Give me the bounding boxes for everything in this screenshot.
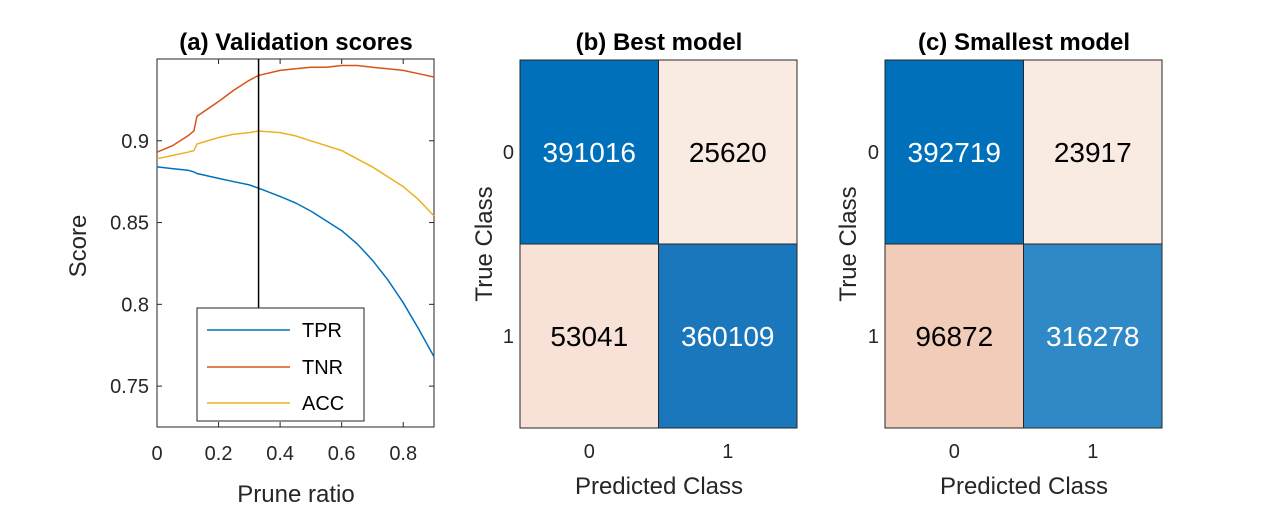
matrix-cell [519, 243, 659, 429]
legend-label-acc: ACC [302, 393, 344, 415]
y-tick-label: 0.75 [110, 376, 149, 398]
legend-label-tpr: TPR [302, 320, 342, 342]
panel-smallest-model: (c) Smallest model 392719 23917 96872 31627… [835, 29, 1163, 500]
y-axis-label: Score [65, 215, 92, 278]
x-tick-label: 0.2 [205, 443, 233, 465]
x-tick-label: 0 [584, 441, 595, 463]
x-tick-label: 0.4 [266, 443, 294, 465]
y-tick-label: 0.9 [121, 131, 149, 153]
x-tick-label: 0.8 [389, 443, 417, 465]
matrix-cell [658, 243, 798, 429]
x-tick-label: 1 [1087, 441, 1098, 463]
series-line-acc [156, 130, 435, 217]
x-tick-label: 0 [949, 441, 960, 463]
matrix-cell [884, 243, 1024, 429]
panel-best-model: (b) Best model 391016 25620 53041 360109 0 1 0… [471, 29, 798, 500]
cell-value: 316278 [1046, 321, 1139, 352]
legend-label-tnr: TNR [302, 357, 343, 379]
cell-value: 96872 [915, 321, 993, 352]
y-axis-label: True Class [835, 186, 862, 301]
x-tick-label: 0 [151, 443, 162, 465]
heatmap-grid: 391016 25620 53041 360109 0 1 0 1 [503, 59, 798, 463]
y-tick-label: 0.85 [110, 213, 149, 235]
cell-value: 53041 [550, 321, 628, 352]
y-tick-label: 0 [868, 142, 879, 164]
chart-title: (a) Validation scores [179, 29, 412, 56]
matrix-cell [519, 59, 659, 245]
cell-value: 23917 [1054, 137, 1132, 168]
y-tick-label: 0.8 [121, 294, 149, 316]
cell-value: 25620 [689, 137, 767, 168]
cell-value: 392719 [908, 137, 1001, 168]
series-line-tnr [156, 64, 435, 153]
cell-value: 391016 [543, 137, 636, 168]
chart-title: (b) Best model [576, 29, 743, 56]
y-tick-label: 1 [503, 326, 514, 348]
x-tick-label: 1 [722, 441, 733, 463]
matrix-cell [658, 59, 798, 245]
y-tick-label: 1 [868, 326, 879, 348]
x-axis-label: Predicted Class [940, 473, 1108, 500]
axes-box [156, 58, 435, 428]
x-axis-label: Prune ratio [237, 481, 354, 508]
y-axis-label: True Class [471, 186, 498, 301]
legend: TPR TNR ACC [196, 307, 365, 422]
matrix-cell [884, 59, 1024, 245]
panel-validation-scores: (a) Validation scores 0 0.2 0.4 0.6 0.80.750… [65, 29, 435, 508]
x-axis-label: Predicted Class [575, 473, 743, 500]
x-tick-label: 0.6 [328, 443, 356, 465]
plot-area: 0 0.2 0.4 0.6 0.8 0.75 0.8 0.85 0.9 [110, 58, 435, 465]
y-tick-label: 0 [503, 142, 514, 164]
chart-title: (c) Smallest model [918, 29, 1130, 56]
heatmap-grid: 392719 23917 96872 316278 0 1 0 1 [868, 59, 1163, 463]
matrix-cell [1023, 243, 1163, 429]
legend-box [196, 307, 365, 422]
cell-value: 360109 [681, 321, 774, 352]
series-line-tpr [156, 166, 435, 358]
